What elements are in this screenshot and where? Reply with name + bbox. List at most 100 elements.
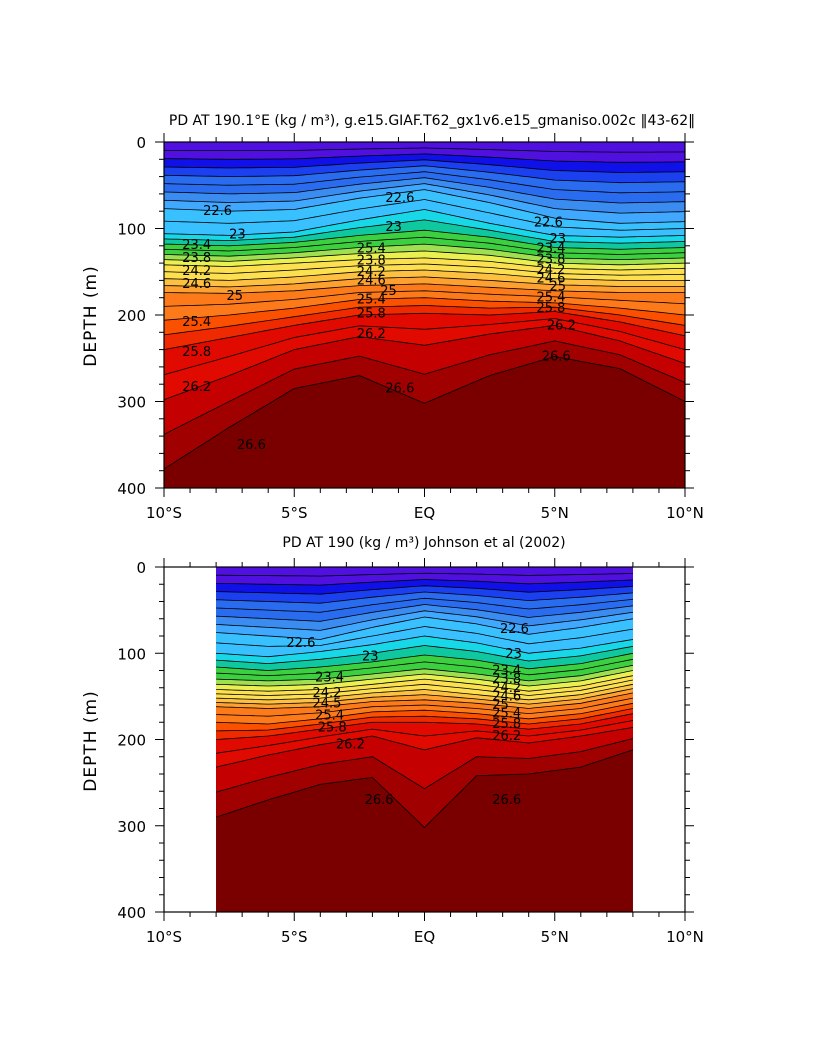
contour-line (164, 356, 685, 470)
bottom-panel-contour-lines (215, 567, 634, 829)
contour-label: 25 (550, 280, 567, 295)
x-tick-label: 5°N (541, 504, 569, 522)
contour-line (216, 658, 633, 677)
contour-line (164, 243, 685, 261)
contour-label: 24.6 (182, 277, 211, 292)
contour-label: 24.6 (492, 689, 521, 704)
contour-label: 25.4 (182, 315, 211, 330)
contour-line (164, 229, 685, 250)
contour-line (216, 713, 633, 740)
contour-label: 26.2 (182, 380, 211, 395)
contour-label: 25 (492, 698, 509, 713)
contour-label: 24.6 (537, 272, 566, 287)
contour-line (216, 679, 633, 696)
contour-label: 26.6 (542, 350, 571, 365)
contour-label: 26.6 (237, 438, 266, 453)
contour-label: 25.4 (537, 291, 566, 306)
contour-label: 26.6 (385, 382, 414, 397)
contour-line (164, 236, 685, 255)
contour-line (216, 572, 633, 577)
y-tick-label: 200 (117, 732, 146, 750)
y-tick-label: 100 (117, 221, 146, 239)
contour-label: 25 (380, 284, 397, 299)
contour-line (216, 635, 633, 658)
contour-line (164, 147, 685, 153)
contour-label: 24.2 (182, 264, 211, 279)
contour-line (164, 297, 685, 321)
contour-line (164, 311, 685, 350)
contour-label: 23.4 (537, 241, 566, 256)
contour-line (164, 159, 685, 173)
contour-label: 23.4 (315, 670, 344, 685)
contour-label: 24.2 (537, 263, 566, 278)
contour-label: 24.2 (357, 265, 386, 280)
contour-line (164, 305, 685, 336)
contour-label: 25.8 (357, 306, 386, 321)
contour-line (216, 585, 633, 595)
contour-line (216, 610, 633, 631)
top-panel-filled-contours (164, 142, 685, 488)
y-tick-label: 300 (117, 818, 146, 836)
contour-line (164, 189, 685, 224)
contour-label: 25.4 (315, 708, 344, 723)
contour-line (215, 749, 634, 829)
x-tick-label: 10°N (666, 928, 704, 946)
contour-line (216, 597, 633, 613)
density-band (164, 142, 685, 153)
x-tick-label: 10°N (666, 504, 704, 522)
contour-line (164, 340, 685, 435)
contour-label: 25.8 (537, 301, 566, 316)
contour-label: 22.6 (500, 622, 529, 637)
contour-label: 22.6 (385, 191, 414, 206)
contour-line (216, 616, 633, 640)
contour-label: 25.8 (182, 345, 211, 360)
bottom-panel-title: PD AT 190 (kg / m³) Johnson et al (2002) (282, 535, 565, 551)
contour-label: 23 (362, 650, 379, 665)
contour-line (164, 209, 685, 238)
y-tick-label: 200 (117, 307, 146, 325)
bottom-panel-y-axis-title: DEPTH (m) (81, 690, 101, 791)
contour-label: 24.2 (492, 681, 521, 696)
contour-line (164, 250, 685, 266)
y-tick-label: 300 (117, 394, 146, 412)
contour-line (164, 263, 685, 276)
contour-line (216, 697, 633, 717)
top-panel-axes: 10°S 5°S EQ 5°N 10°N 0 100 200 300 400 (117, 133, 704, 522)
contour-line (216, 688, 633, 705)
contour-label: 23.8 (492, 672, 521, 687)
bottom-panel-filled-contours (216, 567, 633, 912)
density-band (216, 567, 633, 577)
contour-line (216, 683, 633, 701)
contour-line (164, 290, 685, 307)
contour-line (164, 171, 685, 194)
contour-label: 25.8 (318, 720, 347, 735)
bottom-panel: PD AT 190 (kg / m³) Johnson et al (2002)… (81, 535, 704, 946)
contour-line (164, 276, 685, 288)
bottom-panel-axes: 10°S 5°S EQ 5°N 10°N 0 100 200 300 400 (117, 558, 704, 946)
contour-label: 22.6 (203, 204, 232, 219)
contour-line (164, 219, 685, 244)
contour-label: 23.8 (357, 254, 386, 269)
contour-label: 26.6 (365, 793, 394, 808)
top-panel-contour-labels: 22.622.622.623232323.423.824.224.62525.4… (182, 191, 576, 453)
contour-line (216, 692, 633, 709)
contour-label: 24.6 (357, 273, 386, 288)
contour-line (216, 591, 633, 604)
contour-line (216, 675, 633, 692)
x-tick-label: EQ (414, 504, 435, 522)
contour-line (216, 579, 633, 586)
contour-line (215, 738, 633, 793)
top-panel-contour-lines (164, 142, 685, 470)
contour-label: 26.6 (492, 793, 521, 808)
x-tick-label: EQ (414, 928, 435, 946)
contour-label: 25.4 (357, 241, 386, 256)
contour-label: 23.8 (182, 251, 211, 266)
contour-line (164, 283, 685, 294)
contour-label: 23.4 (182, 238, 211, 253)
contour-label: 23 (550, 232, 567, 247)
y-tick-label: 400 (117, 480, 146, 498)
contour-line (216, 626, 633, 647)
contour-line (164, 177, 685, 204)
contour-label: 25.8 (492, 717, 521, 732)
